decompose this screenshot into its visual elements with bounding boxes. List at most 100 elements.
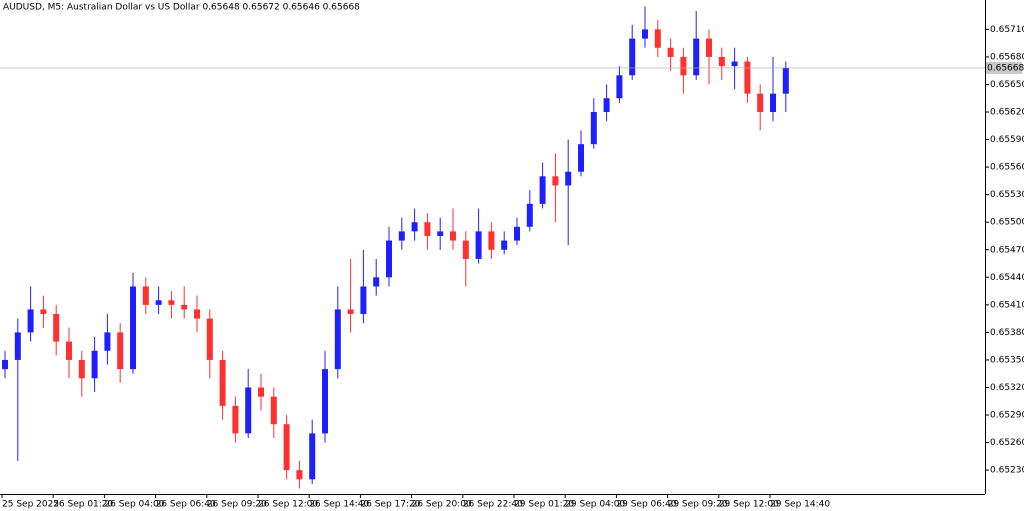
candle-body: [475, 231, 482, 259]
candle-body: [642, 29, 648, 39]
candle-body: [142, 286, 149, 305]
candle-body: [181, 304, 188, 310]
candle-body: [130, 286, 136, 370]
candle-body: [552, 176, 559, 186]
candle-body: [334, 309, 341, 370]
x-tick-label: 26 Sep 04:00: [104, 500, 164, 510]
y-tick-label: 0.65500: [990, 218, 1024, 228]
x-tick-label: 26 Sep 06:40: [156, 500, 216, 510]
candle-body: [91, 350, 98, 379]
candle-body: [654, 29, 661, 48]
y-tick-label: 0.65650: [990, 80, 1024, 90]
candle-body: [744, 61, 751, 94]
candle-body: [590, 112, 597, 145]
candle-body: [270, 396, 277, 425]
y-tick-label: 0.65440: [990, 273, 1024, 283]
candle-body: [104, 332, 111, 351]
y-tick-label: 0.65710: [990, 25, 1024, 35]
y-tick-label: 0.65680: [990, 52, 1024, 62]
candle-body: [514, 226, 520, 241]
candle-body: [501, 240, 508, 250]
candle-body: [411, 222, 418, 232]
candle-body: [757, 93, 764, 113]
x-tick-label: 26 Sep 17:20: [360, 500, 420, 510]
candle-body: [680, 56, 687, 76]
candle-body: [2, 359, 8, 370]
candle-body: [296, 470, 303, 480]
y-tick-label: 0.65230: [990, 466, 1024, 476]
candle-body: [667, 47, 674, 57]
candle-body: [117, 332, 124, 370]
x-tick-label: 26 Sep 12:00: [258, 500, 318, 510]
candle-body: [782, 67, 789, 94]
x-tick-label: 26 Sep 20:00: [412, 500, 472, 510]
y-tick-label: 0.65530: [990, 190, 1024, 200]
x-tick-label: 29 Sep 12:00: [719, 500, 779, 510]
candle-body: [78, 359, 85, 379]
candle-body: [322, 369, 328, 434]
candle-body: [283, 424, 290, 471]
candle-body: [168, 300, 175, 305]
x-tick-label: 29 Sep 14:40: [770, 500, 830, 510]
candle-body: [386, 240, 392, 278]
candle-body: [488, 231, 495, 250]
candle-body: [603, 98, 610, 113]
y-tick-label: 0.65620: [990, 108, 1024, 118]
candle-body: [360, 286, 367, 315]
candle-body: [40, 309, 47, 315]
candle-body: [731, 61, 738, 67]
candle-body: [347, 309, 354, 315]
candle-body: [232, 405, 239, 434]
last-price-label: 0.65668: [987, 63, 1024, 73]
x-tick-label: 26 Sep 14:40: [309, 500, 369, 510]
x-tick-label: 29 Sep 01:20: [514, 500, 574, 510]
candle-body: [14, 332, 21, 360]
x-tick-label: 26 Sep 09:20: [207, 500, 267, 510]
x-tick-label: 29 Sep 09:20: [668, 500, 728, 510]
candle-body: [706, 38, 712, 57]
candle-body: [565, 171, 572, 186]
x-tick-label: 25 Sep 2025: [2, 500, 59, 510]
candle-body: [437, 231, 444, 236]
y-tick-label: 0.65470: [990, 245, 1024, 255]
candle-body: [398, 231, 405, 241]
candle-body: [258, 387, 264, 397]
chart-title: AUDUSD, M5: Australian Dollar vs US Doll…: [3, 3, 360, 13]
y-tick-label: 0.65350: [990, 355, 1024, 365]
candle-body: [27, 309, 34, 333]
candle-body: [53, 314, 60, 342]
candle-body: [718, 56, 725, 67]
y-tick-label: 0.65320: [990, 383, 1024, 393]
candle-body: [194, 309, 200, 319]
x-tick-label: 26 Sep 22:40: [463, 500, 523, 510]
candle-body: [770, 93, 776, 113]
candle-body: [245, 387, 252, 434]
candle-body: [219, 359, 226, 406]
candle-body: [616, 75, 623, 99]
candle-body: [526, 203, 533, 227]
candle-body: [155, 300, 162, 305]
candle-body: [450, 231, 456, 241]
candle-body: [629, 38, 636, 76]
x-tick-label: 29 Sep 06:40: [616, 500, 676, 510]
y-tick-label: 0.65290: [990, 411, 1024, 421]
candle-body: [66, 341, 72, 360]
candle-body: [309, 433, 316, 480]
candle-body: [578, 144, 584, 172]
y-tick-label: 0.65410: [990, 300, 1024, 310]
last-price-box: [986, 61, 1022, 74]
candle-body: [539, 176, 546, 204]
y-tick-label: 0.65560: [990, 163, 1024, 173]
candle-body: [462, 240, 469, 259]
candle-body: [206, 318, 213, 360]
y-tick-label: 0.65590: [990, 135, 1024, 145]
candle-body: [693, 38, 700, 76]
x-tick-label: 29 Sep 04:00: [565, 500, 625, 510]
x-tick-label: 26 Sep 01:20: [53, 500, 113, 510]
candle-body: [424, 222, 431, 236]
y-tick-label: 0.65260: [990, 438, 1024, 448]
y-tick-label: 0.65380: [990, 328, 1024, 338]
candle-body: [373, 277, 380, 287]
